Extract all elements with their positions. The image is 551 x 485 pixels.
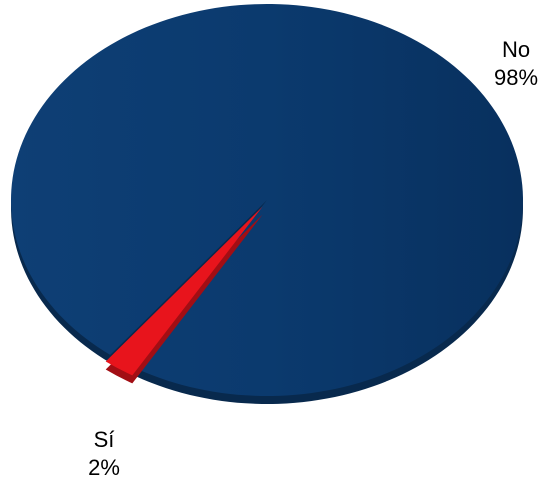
slice-label-no-name: No xyxy=(501,37,531,62)
slice-label-si: Sí 2% xyxy=(74,426,134,482)
pie-slice-top xyxy=(10,3,524,396)
slice-label-no: No 98% xyxy=(486,36,546,92)
pie-slice-no xyxy=(10,3,524,405)
pie-slice-top xyxy=(105,206,263,376)
slice-label-si-percent: 2% xyxy=(88,455,120,480)
pie-slice-si xyxy=(105,206,263,384)
slice-label-si-name: Sí xyxy=(93,427,115,452)
slice-label-no-percent: 98% xyxy=(493,65,539,90)
